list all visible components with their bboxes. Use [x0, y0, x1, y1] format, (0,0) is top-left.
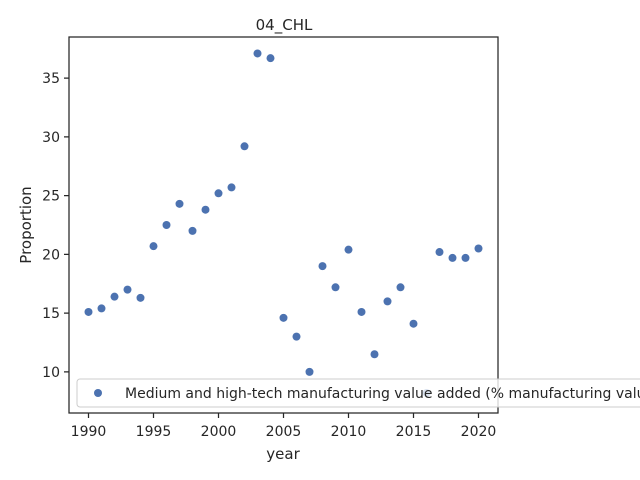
data-point	[97, 304, 106, 313]
data-point	[227, 183, 236, 192]
data-point	[448, 253, 457, 262]
legend: Medium and high-tech manufacturing value…	[76, 378, 640, 408]
y-tick-label: 10	[42, 365, 60, 381]
data-point	[357, 307, 366, 316]
data-point	[279, 313, 288, 322]
data-point	[383, 297, 392, 306]
data-point	[84, 307, 93, 316]
x-tick-label: 2015	[396, 424, 432, 440]
y-tick-label: 35	[42, 71, 60, 87]
x-tick-label: 2020	[461, 424, 497, 440]
data-point	[474, 244, 483, 253]
data-point	[162, 221, 171, 229]
data-point	[188, 226, 197, 235]
legend-box	[76, 378, 640, 408]
data-point	[370, 350, 379, 359]
data-point	[292, 332, 301, 341]
x-tick-label: 2005	[266, 424, 302, 440]
data-point	[240, 142, 249, 151]
data-point	[396, 283, 405, 292]
data-point	[435, 248, 444, 257]
y-axis-title: Proportion	[17, 186, 35, 263]
data-point	[331, 283, 340, 292]
x-tick-label: 1990	[71, 424, 107, 440]
y-tick-label: 20	[42, 247, 60, 263]
legend-marker	[94, 389, 102, 397]
data-point	[409, 319, 418, 328]
data-point	[214, 189, 223, 198]
x-axis-ticks: 1990 1995 2000 2005 2010 2015 2020	[71, 413, 497, 440]
y-tick-label: 25	[42, 189, 60, 205]
y-axis-ticks: 10 15 20 25 30 35	[42, 71, 69, 381]
data-point	[136, 293, 145, 302]
data-point	[344, 245, 353, 254]
x-tick-label: 2010	[331, 424, 367, 440]
legend-label: Medium and high-tech manufacturing value…	[125, 386, 640, 402]
x-tick-label: 2000	[201, 424, 237, 440]
data-point	[201, 205, 210, 214]
x-axis-title: year	[266, 445, 300, 463]
y-tick-label: 15	[42, 306, 60, 322]
x-tick-label: 1995	[136, 424, 172, 440]
data-point	[175, 199, 184, 208]
data-points	[84, 49, 483, 398]
data-point	[110, 292, 119, 301]
data-point	[305, 367, 314, 376]
y-tick-label: 30	[42, 130, 60, 146]
chart-title: 04_CHL	[256, 16, 313, 35]
data-point	[253, 49, 262, 58]
data-point	[123, 285, 132, 294]
data-point	[318, 262, 327, 271]
plot-frame	[68, 36, 499, 414]
data-point	[461, 253, 470, 262]
data-point	[149, 242, 158, 251]
data-point	[266, 54, 275, 63]
